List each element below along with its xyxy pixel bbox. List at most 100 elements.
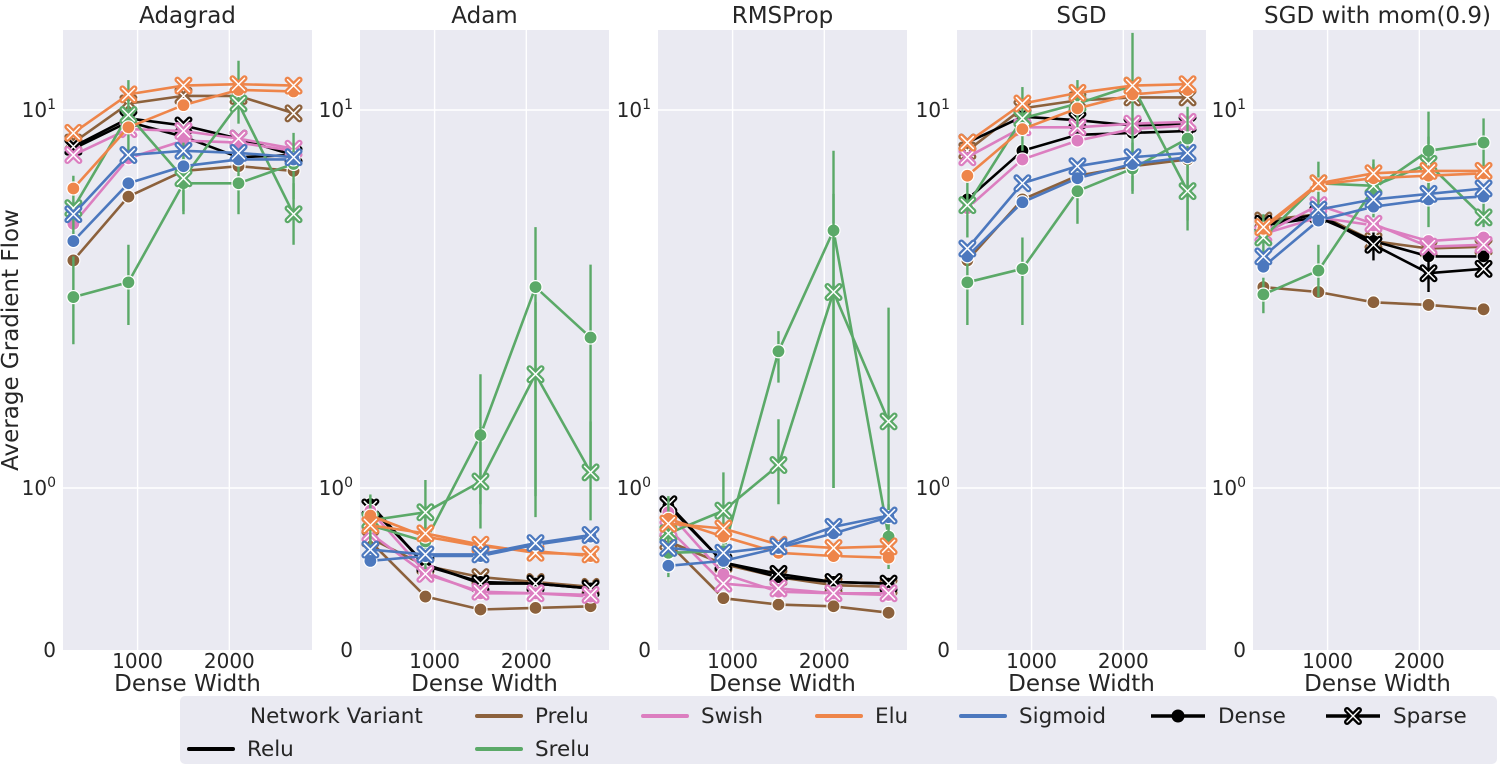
marker-x-edge bbox=[716, 576, 731, 591]
marker-x-edge bbox=[1366, 192, 1381, 207]
series-sgd-sigmoid-sparse bbox=[958, 143, 1197, 258]
marker-x-edge bbox=[121, 87, 136, 102]
x-tick-label: 1000 bbox=[409, 649, 460, 673]
marker-x-edge bbox=[1070, 86, 1085, 100]
panel-title-sgd: SGD bbox=[1056, 3, 1106, 29]
y-tick-label: 100 bbox=[617, 475, 651, 500]
panel-title-rmsprop: RMSProp bbox=[732, 3, 834, 29]
marker-x-edge bbox=[881, 539, 896, 554]
marker-x-edge bbox=[418, 526, 433, 541]
marker-x-edge bbox=[771, 539, 786, 554]
marker-x-edge bbox=[1476, 181, 1491, 196]
marker-circle-rmsprop-srelu-dense bbox=[771, 344, 786, 359]
marker-x-edge bbox=[1476, 262, 1491, 276]
series-sgd-with-mom-0-9-swish-sparse bbox=[1254, 196, 1493, 256]
marker-x-edge bbox=[1421, 164, 1436, 178]
marker-x-edge bbox=[716, 521, 731, 536]
y-axis-label: Average Gradient Flow bbox=[0, 209, 24, 471]
marker-x-edge bbox=[176, 78, 191, 93]
marker-x-edge bbox=[473, 584, 488, 599]
panel-title-adagrad: Adagrad bbox=[139, 3, 236, 29]
marker-circle-sgd-sigmoid-dense bbox=[1015, 195, 1030, 210]
marker-x-edge bbox=[418, 547, 433, 562]
marker-x-edge bbox=[231, 131, 246, 146]
marker-circle-adagrad-elu-dense bbox=[121, 120, 136, 135]
marker-x-edge bbox=[363, 542, 378, 557]
legend-item-sparse: Sparse bbox=[1325, 702, 1467, 730]
marker-x-edge bbox=[473, 474, 488, 489]
legend-swatch-swish bbox=[641, 714, 689, 718]
legend-title: Network Variant bbox=[250, 702, 423, 730]
legend-label: Swish bbox=[701, 703, 764, 729]
marker-circle-rmsprop-sigmoid-dense bbox=[661, 558, 676, 573]
series-rmsprop-sigmoid-sparse bbox=[659, 506, 898, 562]
marker-x-edge bbox=[1476, 238, 1491, 252]
y-tick-label: 0 bbox=[937, 638, 950, 662]
marker-x-edge bbox=[583, 528, 598, 542]
marker-x-edge bbox=[1180, 77, 1195, 91]
marker-x-edge bbox=[1366, 238, 1381, 252]
marker-x-edge bbox=[1256, 249, 1271, 264]
x-tick-label: 2000 bbox=[799, 649, 850, 673]
marker-circle-adagrad-elu-dense bbox=[66, 181, 81, 196]
marker-x-edge bbox=[528, 536, 543, 550]
marker-x-edge bbox=[231, 77, 246, 91]
marker-x-edge bbox=[1125, 78, 1140, 93]
marker-circle-sgd-srelu-dense bbox=[1180, 131, 1195, 146]
marker-circle-sgd-with-mom-0-9-prelu-dense bbox=[1366, 295, 1381, 310]
marker-circle-sgd-elu-dense bbox=[960, 168, 975, 183]
marker-x-edge bbox=[583, 547, 598, 562]
marker-x-edge bbox=[771, 581, 786, 596]
legend-label: Elu bbox=[875, 703, 909, 729]
legend-sparse-marker-icon bbox=[1326, 707, 1380, 725]
series-adagrad-sigmoid-sparse bbox=[64, 141, 303, 224]
legend-item-swish: Swish bbox=[641, 702, 763, 730]
marker-x-edge bbox=[1015, 96, 1030, 111]
marker-x-edge bbox=[418, 567, 433, 581]
legend-label: Sparse bbox=[1393, 703, 1467, 729]
marker-x-edge bbox=[1421, 266, 1436, 280]
marker-circle-sgd-swish-dense bbox=[1070, 133, 1085, 148]
marker-circle-adagrad-elu-dense bbox=[176, 98, 191, 113]
y-tick-label: 0 bbox=[43, 638, 56, 662]
legend-item-elu: Elu bbox=[815, 702, 908, 730]
x-tick-label: 1000 bbox=[1006, 649, 1057, 673]
marker-circle-sgd-srelu-dense bbox=[1015, 261, 1030, 276]
marker-x-edge bbox=[231, 146, 246, 160]
marker-x-edge bbox=[1070, 159, 1085, 173]
marker-x-edge bbox=[528, 586, 543, 601]
legend-label: Srelu bbox=[535, 736, 590, 762]
marker-x-edge bbox=[716, 546, 731, 560]
marker-circle-adagrad-sigmoid-dense bbox=[121, 176, 136, 191]
legend-item-prelu: Prelu bbox=[475, 702, 589, 730]
y-tick-label: 101 bbox=[617, 97, 651, 122]
legend: Network Variant Prelu Swish Elu Sigmoid Dense… bbox=[180, 696, 1497, 764]
y-tick-label: 100 bbox=[319, 475, 353, 500]
marker-x-edge bbox=[66, 126, 81, 140]
marker-circle-sgd-sigmoid-dense bbox=[1070, 171, 1085, 186]
marker-x-edge bbox=[960, 150, 975, 164]
marker-circle-sgd-with-mom-0-9-prelu-dense bbox=[1476, 302, 1491, 317]
legend-item-srelu: Srelu bbox=[475, 735, 590, 763]
marker-circle-sgd-with-mom-0-9-sigmoid-dense bbox=[1311, 213, 1326, 228]
marker-x-edge bbox=[881, 414, 896, 429]
legend-label: Prelu bbox=[535, 703, 589, 729]
marker-circle-sgd-with-mom-0-9-prelu-dense bbox=[1421, 297, 1436, 313]
marker-x-edge bbox=[1180, 146, 1195, 160]
marker-x-edge bbox=[960, 198, 975, 212]
marker-x-edge bbox=[1421, 187, 1436, 201]
marker-x-edge bbox=[1421, 239, 1436, 254]
legend-item-dense: Dense bbox=[1150, 702, 1286, 730]
y-tick-label: 101 bbox=[916, 97, 950, 122]
y-tick-label: 100 bbox=[1212, 475, 1246, 500]
marker-circle-sgd-with-mom-0-9-srelu-dense bbox=[1256, 287, 1271, 302]
marker-circle-sgd-swish-dense bbox=[1015, 152, 1030, 167]
marker-x-edge bbox=[176, 171, 191, 185]
marker-x-edge bbox=[66, 148, 81, 162]
marker-x-edge bbox=[121, 108, 136, 122]
marker-x-edge bbox=[528, 367, 543, 381]
marker-circle-sgd-elu-dense bbox=[1015, 122, 1030, 137]
